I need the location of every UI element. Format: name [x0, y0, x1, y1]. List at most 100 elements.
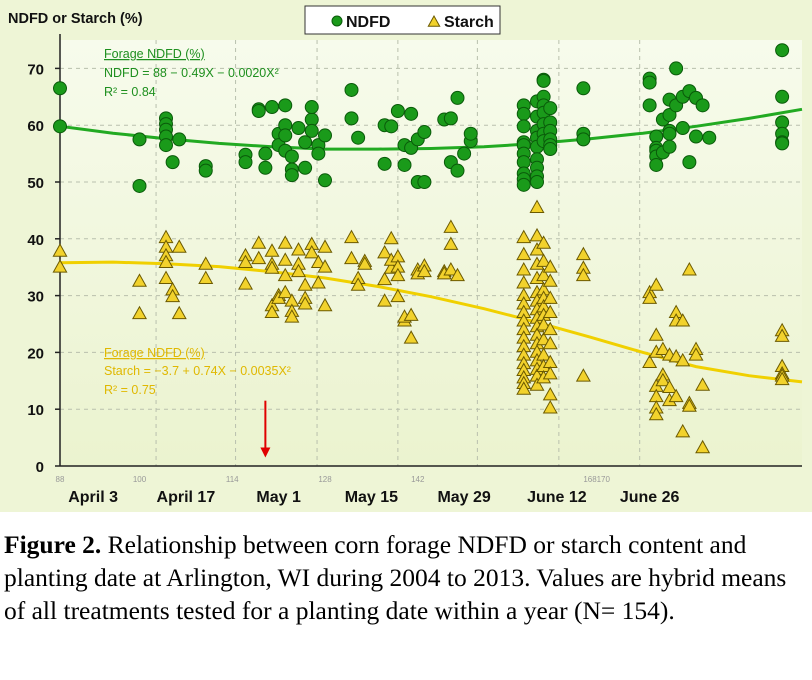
starch-point	[542, 304, 558, 319]
y-tick-label: 10	[27, 402, 44, 419]
ndfd-point	[298, 160, 313, 175]
ndfd-r-squared: R² = 0.84	[104, 85, 156, 99]
starch-point	[516, 246, 532, 261]
x-tick-label: 142	[411, 475, 425, 484]
ndfd-point	[318, 128, 332, 143]
starch-point	[277, 284, 293, 299]
ndfd-point	[311, 146, 326, 161]
starch-point	[449, 267, 466, 282]
starch-point	[264, 260, 280, 274]
starch-point	[529, 242, 545, 256]
x-tick-label: 170	[597, 475, 611, 484]
ndfd-point	[132, 132, 147, 147]
starch-point	[536, 235, 552, 249]
x-tick-label: 88	[56, 475, 65, 484]
x-month-label: June 26	[620, 489, 680, 506]
starch-point	[343, 229, 360, 244]
starch-point	[251, 250, 267, 265]
starch-point	[277, 252, 293, 266]
starch-point	[158, 270, 174, 284]
planting-date-arrow-head	[260, 447, 271, 458]
starch-point	[774, 371, 790, 386]
ndfd-point	[132, 178, 147, 193]
x-tick-label: 114	[226, 475, 239, 484]
ndfd-point	[298, 135, 313, 150]
ndfd-point	[775, 89, 790, 104]
starch-point	[542, 321, 558, 336]
ndfd-point	[536, 73, 551, 88]
ndfd-point	[304, 100, 319, 115]
ndfd-point	[278, 128, 293, 143]
y-tick-label: 60	[27, 118, 44, 135]
starch-point	[198, 256, 214, 270]
x-month-label: April 3	[68, 489, 118, 506]
legend: NDFD Starch	[304, 5, 501, 35]
starch-point	[443, 262, 459, 276]
starch-point	[655, 341, 671, 355]
starch-equation: Starch = −3.7 + 0.74X − 0.0035X²	[104, 364, 291, 378]
x-month-label: May 29	[437, 489, 490, 506]
starch-point	[542, 259, 558, 273]
x-month-label: May 15	[345, 489, 398, 506]
ndfd-point	[251, 104, 266, 118]
starch-point	[542, 335, 558, 350]
ndfd-point	[576, 81, 591, 96]
starch-point	[297, 296, 313, 310]
starch-point	[443, 236, 459, 250]
starch-point	[642, 354, 658, 369]
ndfd-point	[662, 126, 677, 141]
starch-point	[575, 267, 591, 282]
x-month-label: June 12	[527, 489, 587, 506]
starch-point	[277, 235, 293, 249]
ndfd-point	[775, 43, 790, 58]
starch-point	[403, 307, 419, 321]
x-month-label: April 17	[157, 489, 216, 506]
ndfd-point	[662, 139, 677, 154]
starch-point	[675, 423, 691, 438]
starch-point	[648, 327, 664, 341]
starch-point	[681, 398, 697, 412]
ndfd-point	[344, 82, 359, 97]
legend-starch-marker	[427, 14, 441, 27]
starch-point	[542, 386, 558, 401]
ndfd-point	[576, 132, 591, 147]
starch-point	[695, 377, 711, 391]
ndfd-point	[159, 138, 173, 153]
ndfd-point	[695, 98, 710, 113]
starch-point	[357, 256, 373, 270]
ndfd-point	[649, 157, 664, 172]
y-tick-label: 70	[27, 61, 44, 78]
starch-point	[688, 347, 704, 361]
starch-point	[661, 379, 678, 394]
ndfd-point	[265, 100, 279, 115]
ndfd-point	[384, 119, 399, 134]
starch-point	[536, 317, 552, 331]
y-tick-label: 40	[27, 232, 44, 249]
starch-point	[675, 352, 691, 367]
ndfd-point	[258, 146, 273, 161]
y-axis-label: NDFD or Starch (%)	[8, 11, 143, 27]
ndfd-point	[318, 173, 332, 188]
axis-layer: 0 10 20 30 40 50 60 70 NDFD or Starch (%) 88 100 11…	[8, 11, 802, 506]
starch-point	[648, 406, 664, 421]
ndfd-point	[702, 130, 717, 145]
ndfd-point	[165, 155, 180, 170]
starch-point	[390, 267, 406, 282]
figure-caption: Figure 2. Relationship between corn fora…	[4, 528, 804, 627]
ndfd-point	[689, 129, 703, 144]
starch-point	[343, 250, 360, 265]
starch-point	[542, 365, 558, 380]
ndfd-point	[397, 157, 412, 172]
starch-point	[304, 244, 320, 259]
ndfd-point	[463, 126, 478, 141]
starch-point	[575, 246, 591, 261]
starch-point	[529, 227, 545, 242]
starch-point	[516, 262, 532, 276]
starch-point	[297, 277, 313, 291]
x-month-label: May 1	[256, 489, 301, 506]
chart-container: 0 10 20 30 40 50 60 70 NDFD or Starch (%) 88 100 11…	[0, 0, 812, 512]
starch-point	[237, 254, 254, 269]
starch-point	[310, 275, 326, 289]
starch-point	[536, 267, 552, 282]
ndfd-point	[291, 121, 306, 136]
